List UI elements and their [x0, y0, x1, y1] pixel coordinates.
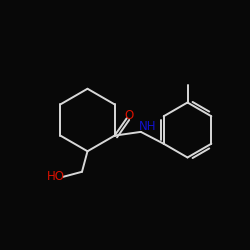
- Text: O: O: [124, 109, 133, 122]
- Text: NH: NH: [139, 120, 156, 133]
- Text: HO: HO: [47, 170, 65, 183]
